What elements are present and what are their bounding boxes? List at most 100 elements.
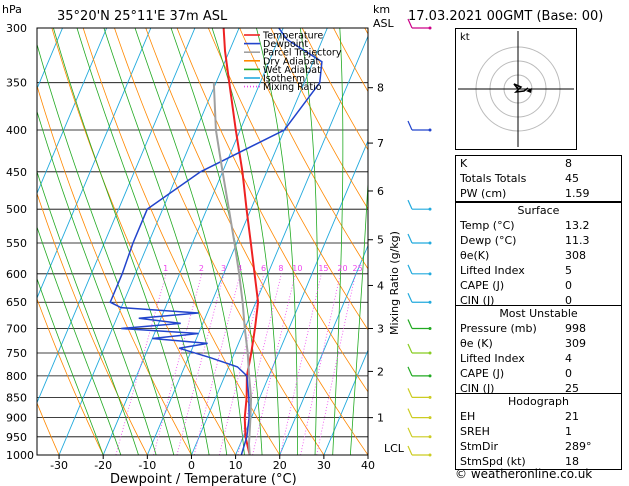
series [109, 28, 323, 455]
date-title: 17.03.2021 00GMT (Base: 00) [408, 9, 603, 24]
wind-barbs [407, 18, 432, 457]
index-row: EH 21 [456, 409, 621, 424]
legend-label-6: Mixing Ratio [263, 82, 322, 93]
hodograph-panel: Hodograph EH 21 SREH 1 StmDir 289° StmSpd (kt)… [455, 393, 622, 470]
wet-adiabat-32 [332, 28, 344, 455]
pressure-tick-600: 600 [6, 268, 27, 281]
index-value: 0 [565, 367, 572, 380]
diagram-lines: 1 2 3 4 6 8 10 15 20 25 [37, 28, 368, 455]
index-row: CIN (J) 0 [456, 293, 621, 308]
index-row: SREH 1 [456, 424, 621, 439]
barb-dot-650 [428, 300, 432, 304]
isotherm--10 [146, 28, 328, 455]
index-label: StmDir [460, 440, 499, 453]
barb-flag-500 [407, 199, 413, 210]
hodograph-plot: kt [458, 31, 574, 147]
mixing-ratio-lines: 1 2 3 4 6 8 10 15 20 25 [115, 264, 363, 455]
hodo-trace [513, 83, 529, 94]
legend-label-1: Dewpoint [263, 39, 308, 50]
index-label: Temp (°C) [460, 219, 515, 232]
index-label: CIN (J) [460, 294, 495, 307]
wet-adiabat-12 [134, 28, 245, 455]
pressure-tick-850: 850 [6, 391, 27, 404]
lcl-label: LCL [384, 442, 405, 455]
barb-flag-700 [407, 319, 413, 329]
pressure-tick-1000: 1000 [6, 449, 34, 462]
mixing-ratio-10 [252, 273, 296, 455]
mixing-ratio-label-4: 4 [237, 264, 242, 273]
legend-label-4: Wet Adiabat [263, 65, 321, 76]
barb-dot-1000 [428, 453, 432, 457]
index-value: 308 [565, 249, 586, 262]
mixing-ratio-label-20: 20 [337, 264, 347, 273]
dry-adiabat-20 [82, 28, 281, 455]
indices-panel: K 8 Totals Totals 45 PW (cm) 1.59 [455, 155, 622, 202]
dry-adiabat-60 [207, 28, 368, 331]
index-label: θe(K) [460, 249, 490, 262]
most-unstable-panel: Most Unstable Pressure (mb) 998 θe (K) 309 L… [455, 305, 622, 397]
wet-adiabat-4 [76, 28, 210, 455]
x-tick-10: 10 [229, 459, 243, 472]
dry-adiabats [37, 28, 368, 455]
dry-adiabat-50 [176, 28, 368, 393]
dry-adiabat-70 [239, 28, 368, 270]
index-value: 0 [565, 279, 572, 292]
km-tick-2: 2 [377, 365, 384, 378]
isotherm--60 [37, 28, 108, 195]
mixing-ratio-20 [300, 273, 341, 455]
km-tick-5: 5 [377, 234, 384, 247]
location-title: 35°20'N 25°11'E 37m ASL [57, 9, 228, 24]
wet-adiabat-16 [170, 28, 263, 455]
x-tick-20: 20 [273, 459, 287, 472]
km-tick-3: 3 [377, 323, 384, 336]
plot-frame [36, 27, 369, 456]
mixing-ratio-15 [279, 273, 322, 455]
pressure-tick-950: 950 [6, 431, 27, 444]
x-tick--10: -10 [138, 459, 156, 472]
index-row: CAPE (J) 0 [456, 278, 621, 293]
km-tick-7: 7 [377, 137, 384, 150]
legend-label-3: Dry Adiabat [263, 56, 320, 67]
wet-adiabat--12 [37, 170, 139, 455]
mixing-ratio-label-8: 8 [278, 264, 283, 273]
x-tick--30: -30 [50, 459, 68, 472]
barb-dot-850 [428, 395, 432, 399]
index-value: 11.3 [565, 234, 590, 247]
index-label: StmSpd (kt) [460, 455, 526, 468]
index-label: Lifted Index [460, 264, 525, 277]
dry-adiabat--10 [37, 192, 148, 455]
wet-adiabat-8 [103, 28, 228, 455]
km-tick-6: 6 [377, 185, 384, 198]
mixing-ratio-label-10: 10 [292, 264, 302, 273]
barb-flag-750 [407, 343, 413, 354]
barb-flag-400 [407, 120, 413, 131]
pressure-tick-450: 450 [6, 166, 27, 179]
wet-adiabat-36 [349, 175, 368, 455]
index-row: Dewp (°C) 11.3 [456, 233, 621, 248]
index-value: 998 [565, 322, 586, 335]
asl-label: ASL [373, 17, 395, 30]
wet-adiabat-24 [256, 28, 298, 455]
x-tick-0: 0 [188, 459, 195, 472]
barb-dot-750 [428, 351, 432, 355]
wet-adiabat-28 [299, 28, 318, 455]
barb-dot-500 [428, 207, 432, 211]
axes: 3003504004505005506006507007508008509009… [6, 22, 384, 472]
wet-adiabat--16 [37, 225, 122, 455]
index-label: Pressure (mb) [460, 322, 537, 335]
index-label: K [460, 157, 468, 170]
pressure-tick-650: 650 [6, 296, 27, 309]
index-value: 25 [565, 382, 579, 395]
dry-adiabat-80 [270, 28, 368, 210]
most-unstable-title: Most Unstable [499, 307, 578, 320]
barb-flag-1000 [407, 445, 413, 456]
index-label: PW (cm) [460, 187, 507, 200]
mixing-ratio-8 [237, 273, 282, 455]
index-value: 1.59 [565, 187, 590, 200]
legend-label-2: Parcel Trajectory [263, 48, 342, 59]
index-value: 309 [565, 337, 586, 350]
legend-label-0: Temperature [262, 31, 323, 42]
barb-dot-950 [428, 435, 432, 439]
wet-adiabat-20 [211, 28, 281, 455]
index-label: θe (K) [460, 337, 493, 350]
